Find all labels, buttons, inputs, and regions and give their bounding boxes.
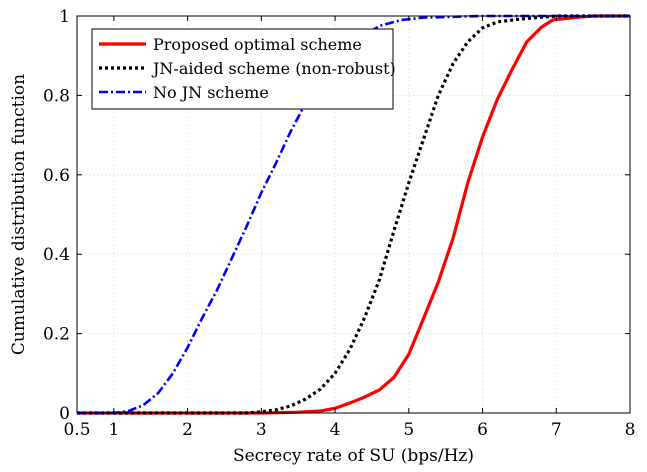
legend-label-2: JN-aided scheme (non-robust): [151, 59, 396, 78]
y-tick-label: 0.4: [43, 245, 70, 265]
y-tick-label: 1: [59, 7, 70, 27]
axis-ticks: [76, 15, 631, 414]
plot-frame: [76, 15, 631, 414]
x-tick-label: 8: [625, 420, 636, 440]
legend: Proposed optimal scheme JN-aided scheme (…: [91, 28, 396, 110]
axis-tick-labels: 0.5 1 2 3 4 5 6 7 8 0 0.2 0.4 0.6 0.8 1: [43, 7, 635, 440]
x-tick-label: 1: [108, 420, 119, 440]
y-tick-label: 0: [59, 404, 70, 424]
series-line-1: [77, 14, 630, 415]
x-axis-label: Secrecy rate of SU (bps/Hz): [233, 446, 474, 466]
series-lines: [77, 14, 630, 415]
x-tick-label: 7: [551, 420, 562, 440]
y-tick-label: 0.8: [43, 86, 70, 106]
series-line-2: [77, 14, 630, 415]
legend-label-1: Proposed optimal scheme: [153, 35, 362, 54]
series-line-3: [77, 14, 630, 415]
legend-label-3: No JN scheme: [153, 83, 269, 102]
y-tick-label: 0.2: [43, 325, 70, 345]
legend-items: Proposed optimal scheme JN-aided scheme (…: [99, 35, 396, 102]
y-axis-label: Cumulative distribution function: [9, 74, 29, 355]
x-tick-label: 2: [182, 420, 193, 440]
x-tick-label: 0.5: [63, 420, 90, 440]
x-tick-label: 3: [256, 420, 267, 440]
y-tick-label: 0.6: [43, 166, 70, 186]
x-tick-label: 6: [477, 420, 488, 440]
x-tick-label: 5: [403, 420, 414, 440]
x-tick-label: 4: [330, 420, 341, 440]
